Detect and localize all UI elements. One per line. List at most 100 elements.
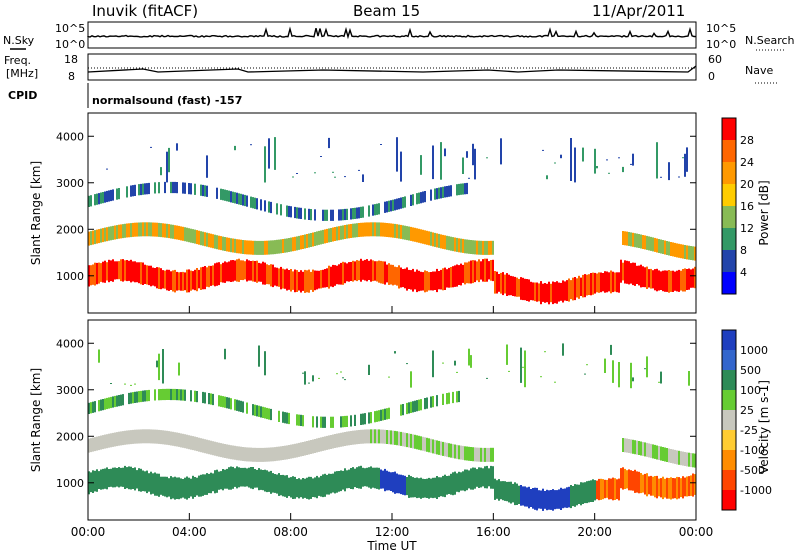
velocity-cell (240, 400, 242, 412)
velocity-cbar-swatch (722, 410, 736, 431)
power-cell (422, 272, 424, 291)
power-cell (274, 137, 276, 170)
power-cell (308, 208, 310, 220)
velocity-cell (166, 388, 168, 400)
velocity-cell (438, 477, 440, 498)
velocity-cell (224, 469, 226, 489)
velocity-cell (260, 406, 262, 418)
velocity-cell (202, 391, 204, 404)
velocity-cbar-tick: -25 (740, 424, 758, 437)
power-cell (694, 266, 696, 289)
velocity-cell (410, 476, 412, 498)
velocity-cell (456, 371, 458, 373)
power-cell (532, 282, 534, 301)
power-cell (268, 138, 270, 169)
power-cell (202, 266, 204, 290)
power-cell (146, 222, 148, 237)
velocity-cell (412, 434, 414, 449)
velocity-cell (256, 405, 258, 417)
velocity-cell (480, 447, 482, 462)
velocity-cell (672, 478, 674, 499)
velocity-cell (158, 429, 160, 444)
velocity-cell (472, 447, 474, 462)
velocity-cell (350, 431, 352, 445)
velocity-cell (368, 364, 370, 375)
velocity-cell (226, 397, 228, 409)
velocity-cell (610, 344, 612, 355)
power-cell (402, 197, 404, 209)
power-cell (382, 261, 384, 284)
velocity-cell (464, 469, 466, 492)
power-cell (492, 259, 494, 282)
velocity-cell (152, 429, 154, 444)
velocity-cell (418, 399, 420, 411)
nsky-panel-frame (87, 21, 697, 49)
velocity-cell (270, 447, 272, 462)
velocity-cell (100, 435, 102, 450)
power-cell (466, 262, 468, 284)
velocity-cell (642, 474, 644, 493)
power-cell (118, 224, 120, 239)
power-cell (190, 183, 192, 195)
velocity-cell (334, 471, 336, 494)
power-cell (518, 278, 520, 297)
power-ylabel: Slant Range [km] (29, 161, 43, 265)
power-cell (368, 260, 370, 280)
power-cell (344, 225, 346, 239)
power-cell (414, 227, 416, 242)
power-cell (342, 225, 344, 240)
xtick-label: 16:00 (476, 525, 511, 539)
power-cell (356, 260, 358, 282)
power-cell (480, 240, 482, 255)
power-cbar-swatch (722, 162, 736, 185)
velocity-cell (232, 445, 234, 460)
power-cell (228, 190, 230, 202)
velocity-cell (664, 478, 666, 498)
velocity-cell (472, 467, 474, 490)
power-cell (414, 271, 416, 290)
velocity-cell (164, 388, 166, 401)
power-cell (144, 183, 146, 195)
power-cell (250, 240, 252, 255)
power-cell (376, 222, 378, 237)
velocity-cell (304, 441, 306, 456)
power-cell (160, 223, 162, 238)
power-cell (460, 263, 462, 286)
velocity-cell (410, 401, 412, 413)
velocity-cell (350, 468, 352, 489)
power-cell (352, 260, 354, 282)
velocity-cell (646, 356, 648, 378)
velocity-cbar-tick: -100 (740, 444, 765, 457)
beam-title: Beam 15 (353, 2, 420, 20)
power-cell (568, 278, 570, 302)
nsearch-tick-bottom: 10^0 (706, 38, 736, 51)
velocity-cell (114, 467, 116, 488)
velocity-cell (322, 416, 324, 428)
velocity-cell (394, 471, 396, 494)
velocity-cell (250, 447, 252, 462)
velocity-cbar-tick: 25 (740, 404, 754, 417)
power-cell (418, 270, 420, 292)
power-cell (102, 192, 104, 204)
power-cell (222, 189, 224, 201)
velocity-cell (456, 444, 458, 459)
power-cell (208, 265, 210, 288)
velocity-cell (458, 445, 460, 460)
velocity-cell (124, 383, 126, 385)
power-cell (124, 223, 126, 238)
velocity-cell (680, 478, 682, 498)
velocity-cell (692, 473, 694, 497)
power-cell (350, 224, 352, 238)
velocity-cell (492, 447, 494, 462)
velocity-cell (104, 398, 106, 410)
power-cell (164, 223, 166, 238)
power-cell (362, 174, 364, 182)
power-cell (396, 198, 398, 210)
velocity-cell (342, 416, 344, 428)
power-cell (622, 231, 624, 245)
power-cell (320, 230, 322, 245)
velocity-cell (288, 477, 290, 497)
power-cell (592, 272, 594, 295)
power-cell (170, 271, 172, 290)
